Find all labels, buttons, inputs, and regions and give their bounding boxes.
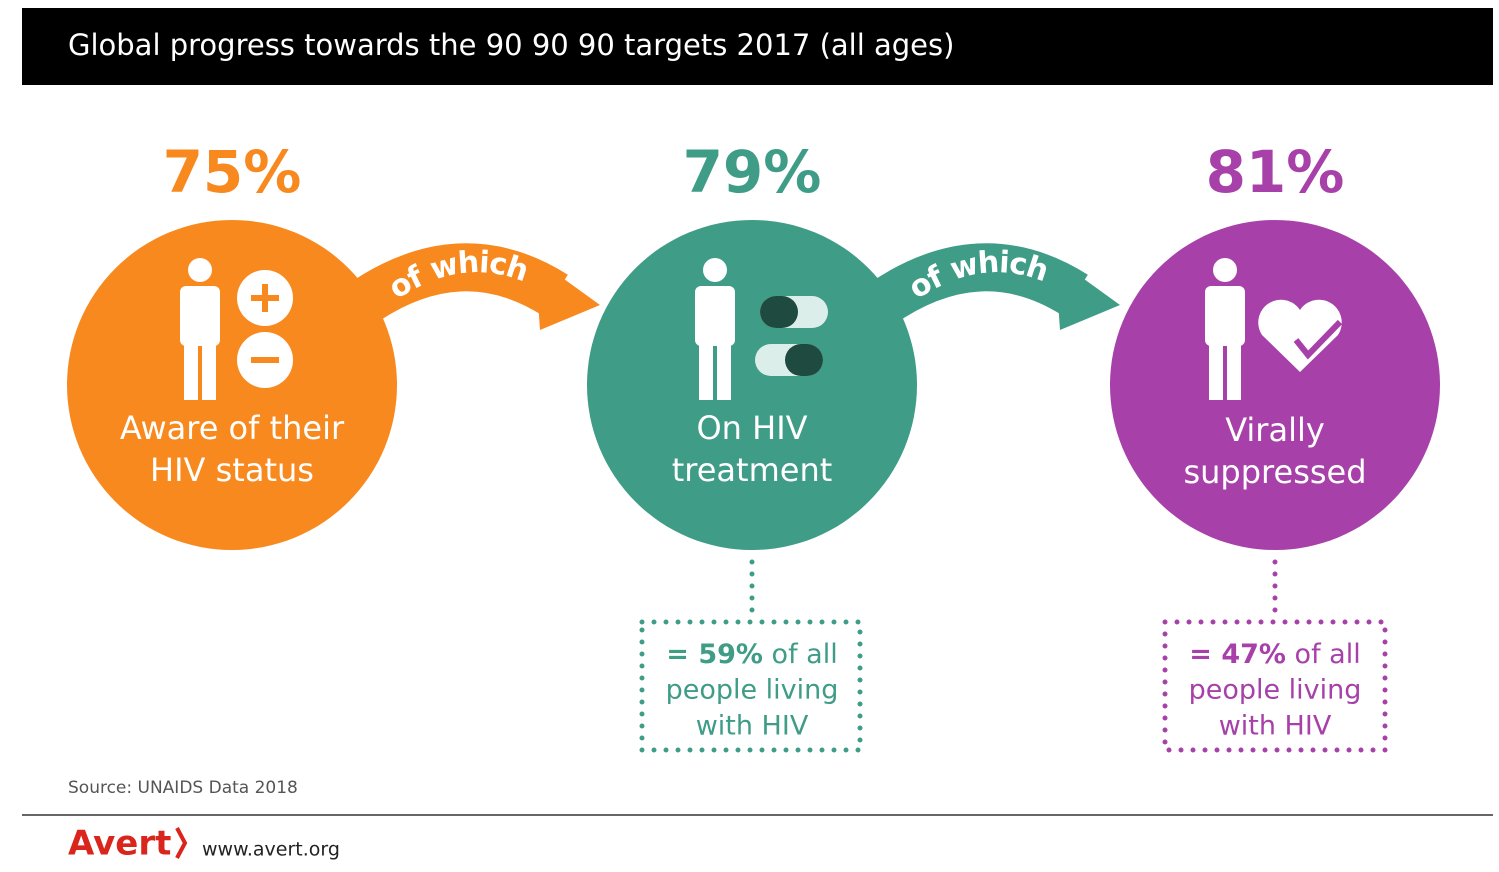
stage-percent: 75% xyxy=(163,138,302,206)
stage-label: treatment xyxy=(672,451,833,489)
source: Source: UNAIDS Data 2018 xyxy=(68,778,298,798)
arrowhead xyxy=(535,258,600,330)
note-text: of all xyxy=(772,639,838,670)
stage-circle xyxy=(587,220,917,550)
note-line: with HIV xyxy=(696,711,809,742)
title: Global progress towards the 90 90 90 tar… xyxy=(68,28,954,62)
note-highlight: = 59% xyxy=(666,639,763,670)
note-text: of all xyxy=(1295,639,1361,670)
stage-circle xyxy=(67,220,397,550)
stage-label: Virally xyxy=(1225,411,1325,449)
url: www.avert.org xyxy=(202,839,340,861)
stage-label: HIV status xyxy=(150,451,314,489)
arrow xyxy=(866,243,1088,325)
stage-percent: 81% xyxy=(1206,138,1345,206)
heart-icon xyxy=(1258,299,1342,372)
stage-label: Aware of their xyxy=(120,409,345,447)
stage-label: On HIV xyxy=(696,409,807,447)
logo-mark xyxy=(175,827,188,859)
person-icon xyxy=(1205,258,1245,400)
note-box xyxy=(1162,619,1388,753)
header-bar xyxy=(22,8,1493,85)
note-line: with HIV xyxy=(1219,711,1332,742)
person-icon xyxy=(695,258,735,400)
check-icon xyxy=(1293,319,1343,360)
pill-icon xyxy=(755,296,828,376)
note-highlight: = 47% xyxy=(1189,639,1286,670)
stage-circle xyxy=(1110,220,1440,550)
note-line: people living xyxy=(1189,675,1362,706)
arrowhead xyxy=(1055,258,1120,330)
note-line: = 47% of all xyxy=(1189,639,1360,670)
stage-percent: 79% xyxy=(683,138,822,206)
note-box xyxy=(639,619,863,753)
person-icon xyxy=(180,258,220,400)
stage-label: suppressed xyxy=(1183,453,1366,491)
note-line: people living xyxy=(666,675,839,706)
note-line: = 59% of all xyxy=(666,639,837,670)
logo: Avert xyxy=(68,824,171,864)
test-icon xyxy=(237,270,293,388)
arrow xyxy=(346,243,568,325)
